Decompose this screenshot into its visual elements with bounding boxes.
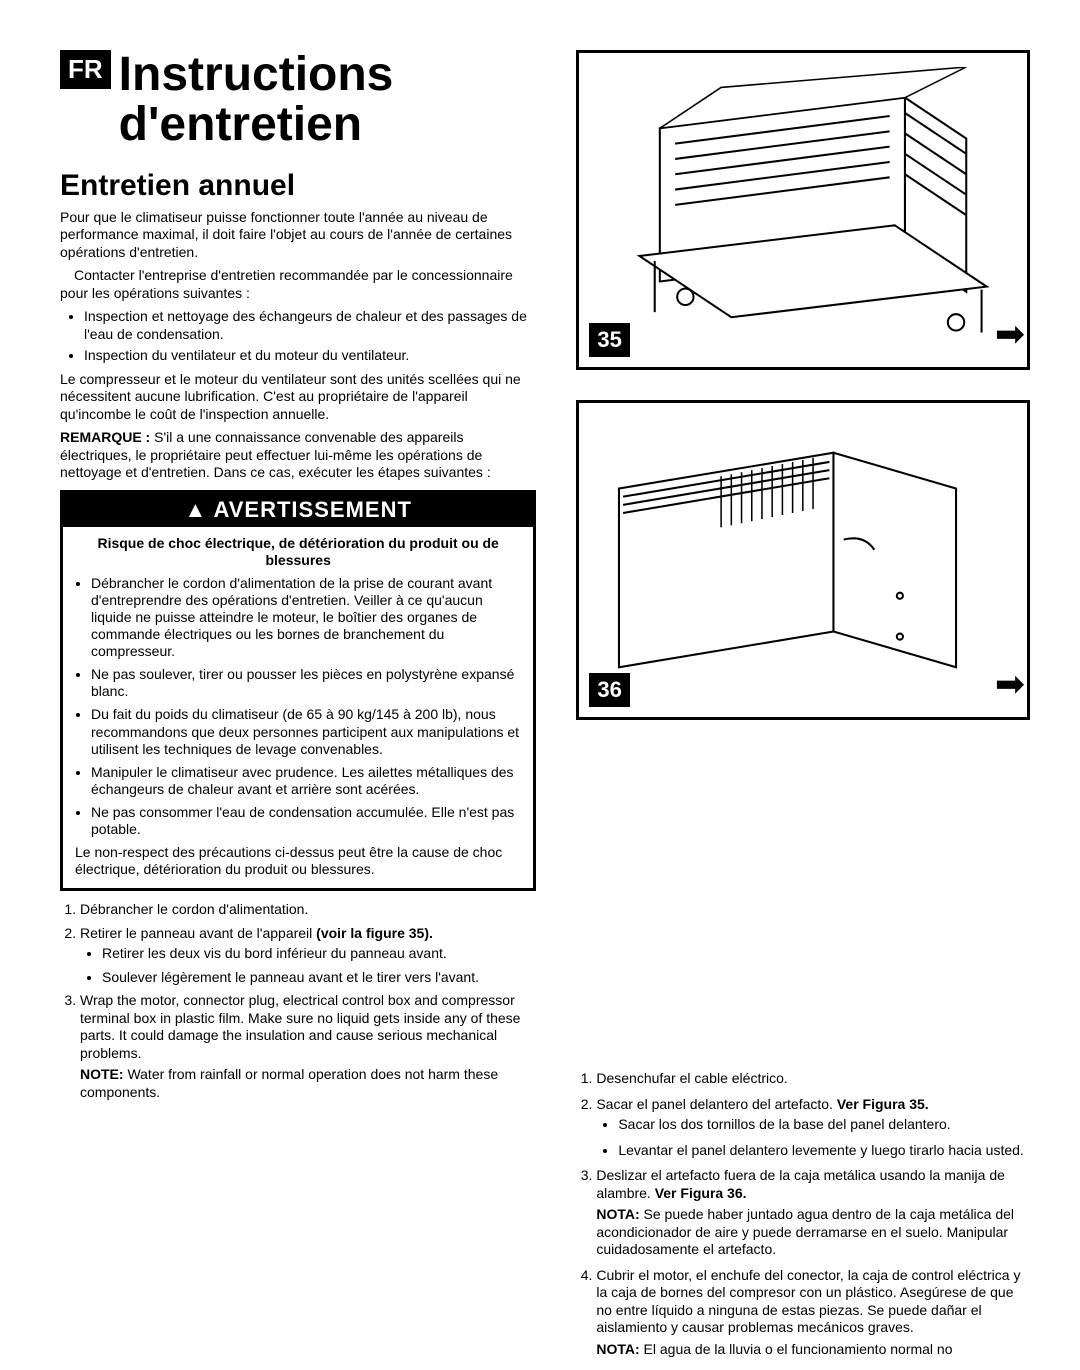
section-title: Entretien annuel [60,169,536,203]
warning-bullet: Manipuler le climatiseur avec prudence. … [91,764,521,798]
es-step-4: Cubrir el motor, el enchufe del conector… [596,1267,1030,1359]
warning-body: Risque de choc électrique, de détériorat… [63,527,533,888]
arrow-icon: ➡ [995,313,1025,355]
fr-steps: Débrancher le cordon d'alimentation. Ret… [80,901,536,1101]
warning-subhead: Risque de choc électrique, de détériorat… [75,535,521,569]
warning-box: ▲ AVERTISSEMENT Risque de choc électriqu… [60,490,536,891]
figure-label: 36 [589,673,629,707]
warning-header: ▲ AVERTISSEMENT [63,493,533,527]
figure-label: 35 [589,323,629,357]
sealed-para: Le compresseur et le moteur du ventilate… [60,371,536,424]
fr-step-2: Retirer le panneau avant de l'appareil (… [80,925,536,987]
title-text: Instructions d'entretien [119,50,537,151]
remark-para: REMARQUE : S'il a une connaissance conve… [60,429,536,482]
es-steps: Desenchufar el cable eléctrico. Sacar el… [596,1070,1030,1358]
warning-bullet: Débrancher le cordon d'alimentation de l… [91,575,521,660]
warning-bullet: Du fait du poids du climatiseur (de 65 à… [91,706,521,757]
arrow-icon: ➡ [995,663,1025,705]
figure-35: 35 ➡ [576,50,1030,370]
figure-36: 36 ➡ [576,400,1030,720]
warning-bullet: Ne pas consommer l'eau de condensation a… [91,804,521,838]
intro-bullets: Inspection et nettoyage des échangeurs d… [84,308,536,365]
fr-step-1: Débrancher le cordon d'alimentation. [80,901,536,919]
intro-bullet: Inspection et nettoyage des échangeurs d… [84,308,536,343]
intro-p1: Pour que le climatiseur puisse fonctionn… [60,209,536,262]
ac-unit-illustration-icon [593,67,1013,353]
lang-badge: FR [60,50,111,89]
main-title: FR Instructions d'entretien [60,50,536,151]
es-step-2: Sacar el panel delantero del artefacto. … [596,1096,1030,1160]
es-step-1: Desenchufar el cable eléctrico. [596,1070,1030,1088]
intro-bullet: Inspection du ventilateur et du moteur d… [84,347,536,365]
es-step-3: Deslizar el artefacto fuera de la caja m… [596,1167,1030,1259]
remark-label: REMARQUE : [60,429,150,445]
warning-bullet: Ne pas soulever, tirer ou pousser les pi… [91,666,521,700]
ac-unit-slide-illustration-icon [593,417,1013,703]
intro-p2: Contacter l'entreprise d'entretien recom… [60,267,536,302]
warning-footer: Le non-respect des précautions ci-dessus… [75,844,521,878]
fr-step-3: Wrap the motor, connector plug, electric… [80,992,536,1101]
